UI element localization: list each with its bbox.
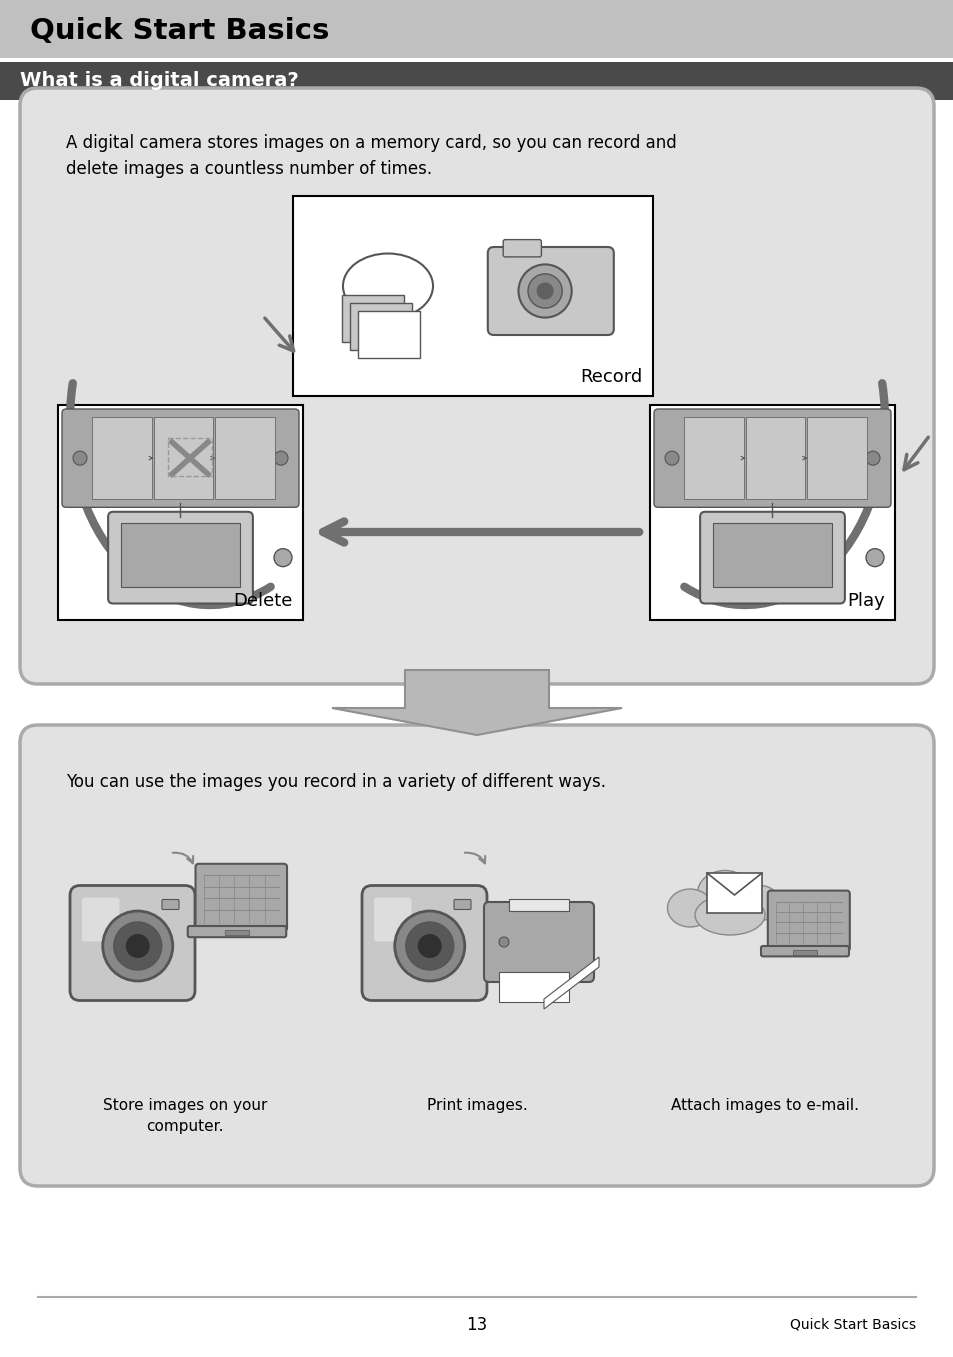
FancyBboxPatch shape xyxy=(760,946,848,957)
Bar xyxy=(498,972,568,1001)
FancyBboxPatch shape xyxy=(20,725,933,1186)
Text: Quick Start Basics: Quick Start Basics xyxy=(789,1318,915,1333)
FancyBboxPatch shape xyxy=(108,512,253,604)
FancyBboxPatch shape xyxy=(62,408,298,508)
Bar xyxy=(706,873,761,913)
FancyBboxPatch shape xyxy=(357,311,419,358)
Bar xyxy=(215,417,274,499)
Bar xyxy=(792,950,816,955)
Bar xyxy=(293,195,652,396)
Bar xyxy=(91,417,152,499)
Circle shape xyxy=(274,451,288,465)
Text: Store images on your
computer.: Store images on your computer. xyxy=(103,1098,267,1134)
Polygon shape xyxy=(332,670,621,735)
Text: 13: 13 xyxy=(466,1316,487,1334)
FancyBboxPatch shape xyxy=(374,897,411,942)
FancyBboxPatch shape xyxy=(162,900,179,909)
Bar xyxy=(153,417,213,499)
FancyBboxPatch shape xyxy=(700,512,844,604)
Text: Play: Play xyxy=(846,592,884,611)
Ellipse shape xyxy=(740,886,780,920)
FancyBboxPatch shape xyxy=(361,886,486,1000)
FancyBboxPatch shape xyxy=(502,240,541,256)
Bar xyxy=(168,438,212,476)
Polygon shape xyxy=(543,957,598,1010)
Bar xyxy=(713,522,831,586)
Circle shape xyxy=(73,451,87,465)
Circle shape xyxy=(113,921,162,970)
FancyBboxPatch shape xyxy=(454,900,471,909)
Circle shape xyxy=(865,548,883,567)
Bar xyxy=(0,62,953,100)
Text: A digital camera stores images on a memory card, so you can record and
delete im: A digital camera stores images on a memo… xyxy=(66,134,676,178)
Circle shape xyxy=(518,265,571,318)
Bar xyxy=(806,417,866,499)
Circle shape xyxy=(664,451,679,465)
Bar xyxy=(58,404,303,620)
Text: What is a digital camera?: What is a digital camera? xyxy=(20,72,298,91)
FancyBboxPatch shape xyxy=(350,303,412,350)
FancyBboxPatch shape xyxy=(20,88,933,684)
Bar xyxy=(683,417,743,499)
Text: Attach images to e-mail.: Attach images to e-mail. xyxy=(670,1098,858,1113)
FancyBboxPatch shape xyxy=(82,897,119,942)
Circle shape xyxy=(405,921,454,970)
Circle shape xyxy=(126,934,150,958)
Bar xyxy=(121,522,239,586)
Ellipse shape xyxy=(667,889,712,927)
FancyBboxPatch shape xyxy=(767,890,849,951)
Text: Print images.: Print images. xyxy=(426,1098,527,1113)
FancyBboxPatch shape xyxy=(483,902,594,982)
Bar xyxy=(649,404,894,620)
Circle shape xyxy=(498,936,509,947)
FancyBboxPatch shape xyxy=(487,247,613,335)
Ellipse shape xyxy=(343,254,433,319)
Ellipse shape xyxy=(697,870,752,916)
Ellipse shape xyxy=(695,896,764,935)
FancyBboxPatch shape xyxy=(195,864,287,931)
Bar xyxy=(225,930,249,935)
Circle shape xyxy=(536,282,553,300)
FancyBboxPatch shape xyxy=(654,408,890,508)
Text: Record: Record xyxy=(580,368,642,385)
Circle shape xyxy=(865,451,879,465)
Bar xyxy=(745,417,804,499)
Circle shape xyxy=(103,911,172,981)
Circle shape xyxy=(274,548,292,567)
Text: You can use the images you record in a variety of different ways.: You can use the images you record in a v… xyxy=(66,773,605,791)
FancyBboxPatch shape xyxy=(341,294,403,342)
Bar xyxy=(0,0,953,58)
Text: Delete: Delete xyxy=(233,592,293,611)
FancyBboxPatch shape xyxy=(70,886,194,1000)
FancyBboxPatch shape xyxy=(188,925,286,938)
Circle shape xyxy=(417,934,441,958)
Circle shape xyxy=(527,274,561,308)
Text: Quick Start Basics: Quick Start Basics xyxy=(30,18,329,45)
Circle shape xyxy=(395,911,464,981)
Bar xyxy=(509,898,568,911)
